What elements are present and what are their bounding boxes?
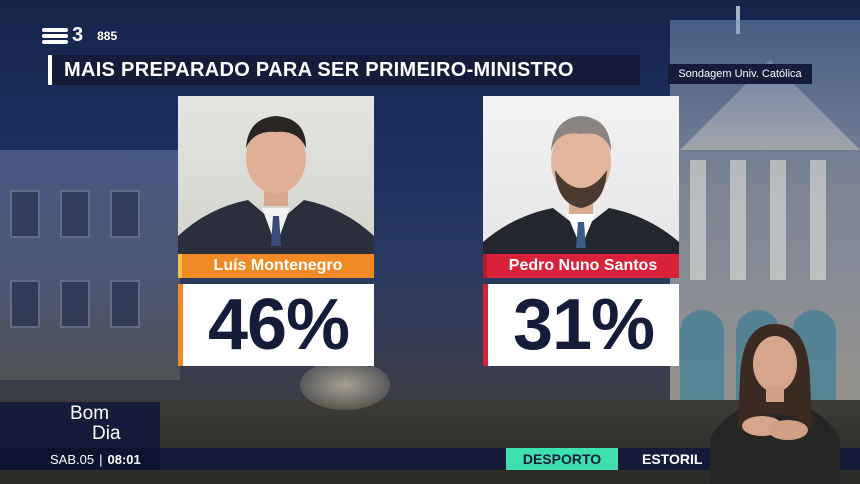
ticker-category: DESPORTO [506, 448, 618, 470]
channel-number: 3 [72, 24, 84, 46]
channel-logo: 3 885 [42, 24, 117, 47]
building-left [0, 150, 180, 380]
program-title-line2: Dia [92, 423, 121, 444]
candidate-name-bar-1: Luís Montenegro [178, 254, 374, 278]
channel-counter: 885 [97, 28, 118, 43]
candidate-name-1: Luís Montenegro [182, 254, 374, 278]
window [10, 280, 40, 328]
time-label: 08:01 [107, 451, 141, 467]
program-title-line1: Bom [70, 403, 110, 424]
name-bar-stripe [483, 254, 487, 278]
candidate-percent-box-2: 31% [483, 284, 679, 366]
arch [680, 310, 724, 400]
news-ticker: DESPORTO ESTORIL [160, 448, 860, 470]
candidate-percent-box-1: 46% [178, 284, 374, 366]
candidate-photo-2 [483, 96, 679, 254]
window [110, 190, 140, 238]
candidate-percent-1: 46% [207, 285, 350, 365]
column [810, 160, 826, 280]
person-portrait-icon [483, 116, 679, 254]
column [690, 160, 706, 280]
person-portrait-icon [178, 116, 374, 254]
headline-text: MAIS PREPARADO PARA SER PRIMEIRO-MINISTR… [64, 58, 574, 81]
window [60, 280, 90, 328]
window [60, 190, 90, 238]
candidate-photo-1 [178, 96, 374, 254]
window [110, 280, 140, 328]
date-label: SAB.05 [50, 451, 95, 467]
ticker-text: ESTORIL [642, 451, 703, 467]
source-label: Sondagem Univ. Católica [668, 64, 812, 84]
clock-separator: | [99, 451, 103, 467]
clock-bar: SAB.05 | 08:01 [0, 448, 160, 470]
program-logo-box [0, 402, 160, 448]
headline-bar: MAIS PREPARADO PARA SER PRIMEIRO-MINISTR… [48, 55, 640, 85]
rtp-waves-icon [42, 27, 68, 44]
candidate-percent-2: 31% [512, 285, 655, 365]
window [10, 190, 40, 238]
column [770, 160, 786, 280]
sign-language-interpreter [710, 324, 840, 484]
name-bar-stripe [178, 254, 182, 278]
candidate-name-bar-2: Pedro Nuno Santos [483, 254, 679, 278]
column [730, 160, 746, 280]
street-light-glow [300, 360, 390, 410]
candidate-name-2: Pedro Nuno Santos [487, 254, 679, 278]
